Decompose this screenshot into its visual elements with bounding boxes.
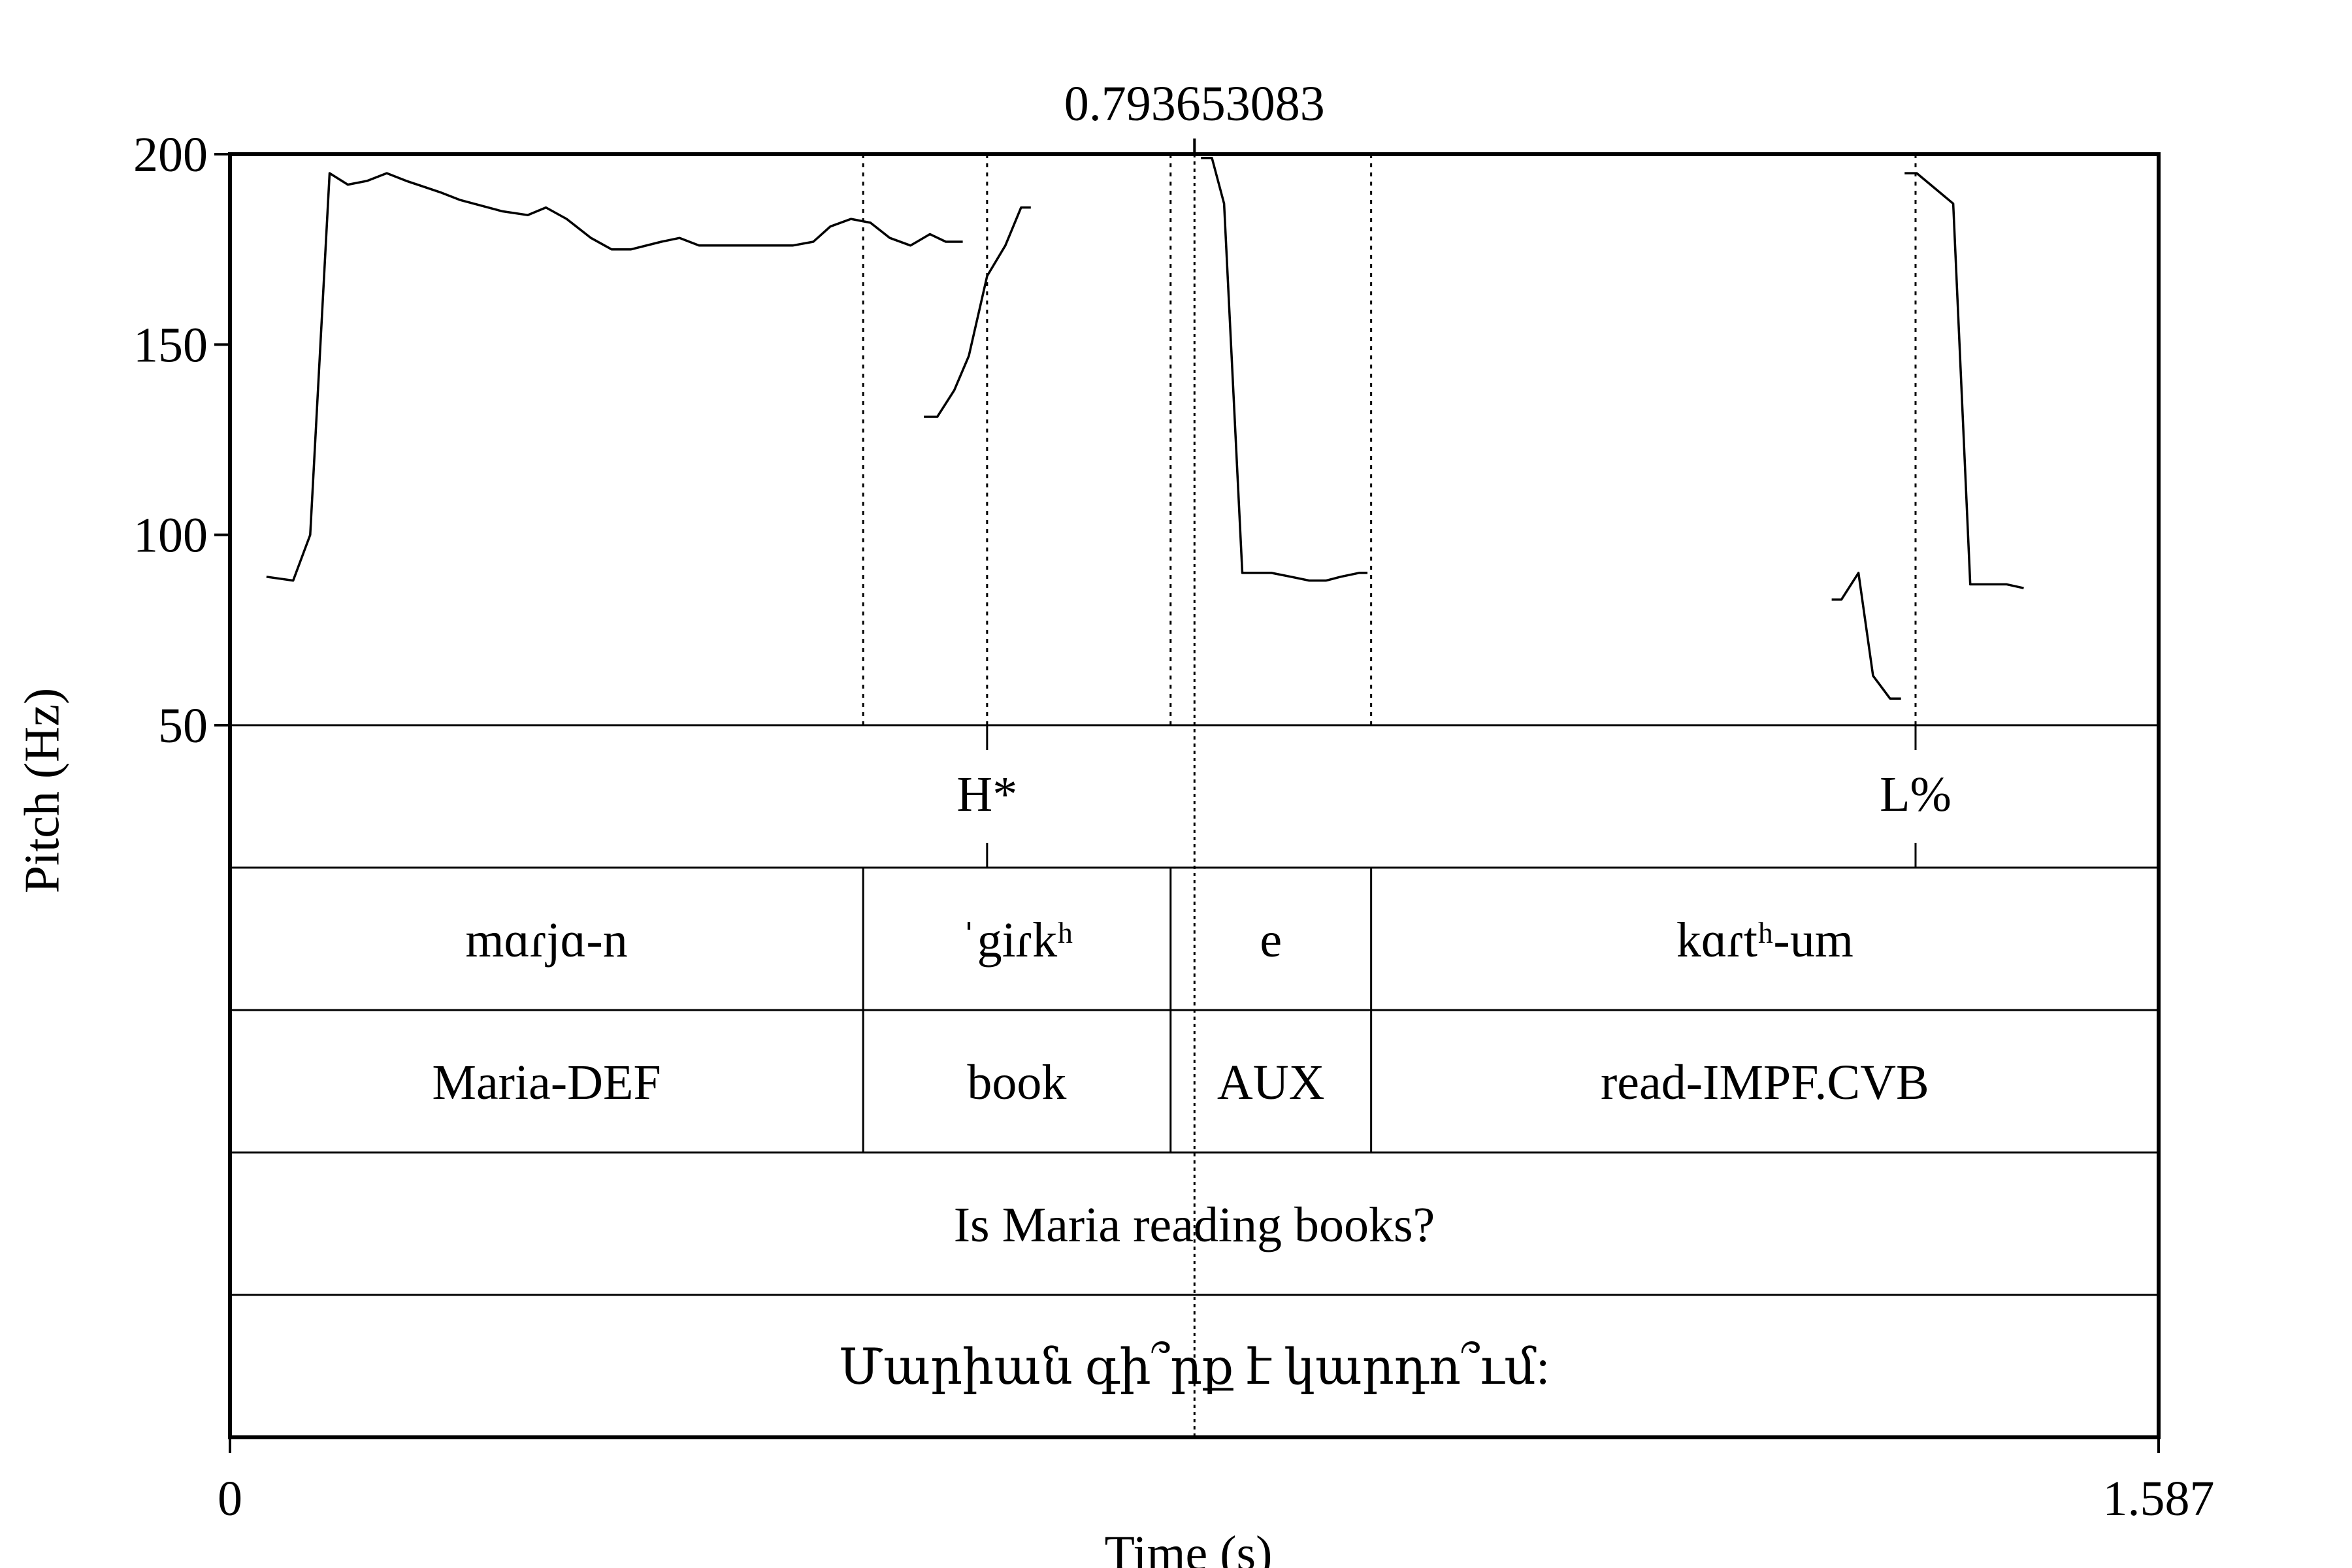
pitch-contour (266, 172, 963, 582)
interval-label: book (967, 1055, 1066, 1110)
pitch-panel (266, 154, 2024, 725)
x-axis-title: Time (s) (1105, 1526, 1273, 1568)
y-axis-title: Pitch (Hz) (14, 688, 69, 893)
axes: Pitch (Hz) Time (s) 0.793653083 50 100 150 2… (14, 76, 2214, 1568)
pitch-contour (924, 206, 1031, 418)
x-tick-label: 0 (218, 1471, 242, 1526)
y-tick-label: 150 (133, 318, 208, 372)
y-tick-label: 50 (158, 698, 208, 753)
interval-label: mɑɾjɑ-n (465, 913, 627, 968)
pitch-contour (1831, 572, 1901, 700)
pitch-contour (1201, 157, 1368, 582)
interval-label: kɑɾtʰ-um (1676, 913, 1854, 968)
tone-label: L% (1880, 767, 1952, 822)
interval-label: read-IMPF.CVB (1601, 1055, 1929, 1110)
interval-label: Maria-DEF (432, 1055, 661, 1110)
interval-label: e (1260, 913, 1282, 968)
x-tick-label: 1.587 (2103, 1471, 2215, 1526)
tone-label: H* (956, 767, 1017, 822)
y-tick-label: 100 (133, 508, 208, 563)
interval-label: AUX (1217, 1055, 1325, 1110)
pitch-contour (1904, 172, 2024, 589)
cursor-value: 0.793653083 (1064, 76, 1325, 131)
interval-label: ˈgiɾkʰ (960, 913, 1073, 968)
annotation-tiers: H* L% mɑɾjɑ-n ˈgiɾkʰ e kɑɾtʰ-um Maria-DEF book A… (228, 152, 2161, 1439)
y-tick-label: 200 (133, 127, 208, 182)
